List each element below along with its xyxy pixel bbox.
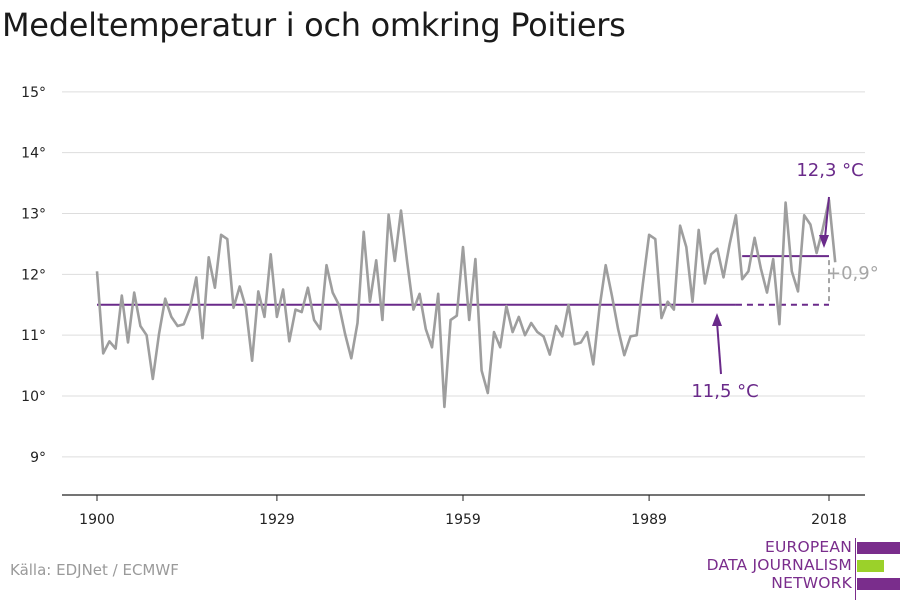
y-tick-label: 9° (30, 450, 46, 466)
logo-divider (855, 538, 856, 600)
temperature-line (95, 198, 837, 409)
difference-label: +0,9° (826, 263, 879, 284)
baseline-mean-label: 11,5 °C (691, 381, 758, 402)
baseline-arrow-head (712, 313, 722, 326)
x-tick-label: 1959 (445, 512, 481, 528)
grid-lines (62, 91, 865, 458)
temperature-series (95, 198, 837, 409)
edjnet-logo[interactable]: EUROPEAN DATA JOURNALISM NETWORK (700, 538, 900, 600)
recent-arrow-head (819, 235, 829, 248)
logo-line-1: EUROPEAN (764, 538, 852, 556)
logo-bar-green (857, 560, 884, 572)
annotations: 11,5 °C 12,3 °C +0,9° (691, 160, 878, 402)
y-tick-label: 11° (21, 328, 46, 344)
recent-mean-label: 12,3 °C (796, 160, 863, 181)
y-tick-label: 15° (21, 85, 46, 101)
logo-line-3: NETWORK (771, 574, 852, 592)
x-tick-label: 1989 (631, 512, 667, 528)
x-tick-label: 1900 (79, 512, 115, 528)
chart-title: Medeltemperatur i och omkring Poitiers (2, 6, 626, 44)
logo-line-2: DATA JOURNALISM (706, 556, 852, 574)
logo-bar-purple-1 (857, 542, 900, 554)
y-tick-label: 10° (21, 389, 46, 405)
recent-arrow-shaft (824, 196, 830, 239)
source-note: Källa: EDJNet / ECMWF (10, 561, 179, 579)
logo-bar-purple-2 (857, 578, 900, 590)
x-axis: 1900 1929 1959 1989 2018 (62, 494, 865, 528)
x-tick-label: 1929 (259, 512, 295, 528)
y-tick-labels: 9° 10° 11° 12° 13° 14° 15° (21, 85, 46, 466)
chart: 9° 10° 11° 12° 13° 14° 15° 1900 1929 1959 1989 201… (21, 85, 879, 528)
y-tick-label: 12° (21, 267, 46, 283)
x-tick-label: 2018 (811, 512, 847, 528)
y-tick-label: 14° (21, 146, 46, 162)
y-tick-label: 13° (21, 207, 46, 223)
baseline-arrow-shaft (716, 321, 722, 375)
